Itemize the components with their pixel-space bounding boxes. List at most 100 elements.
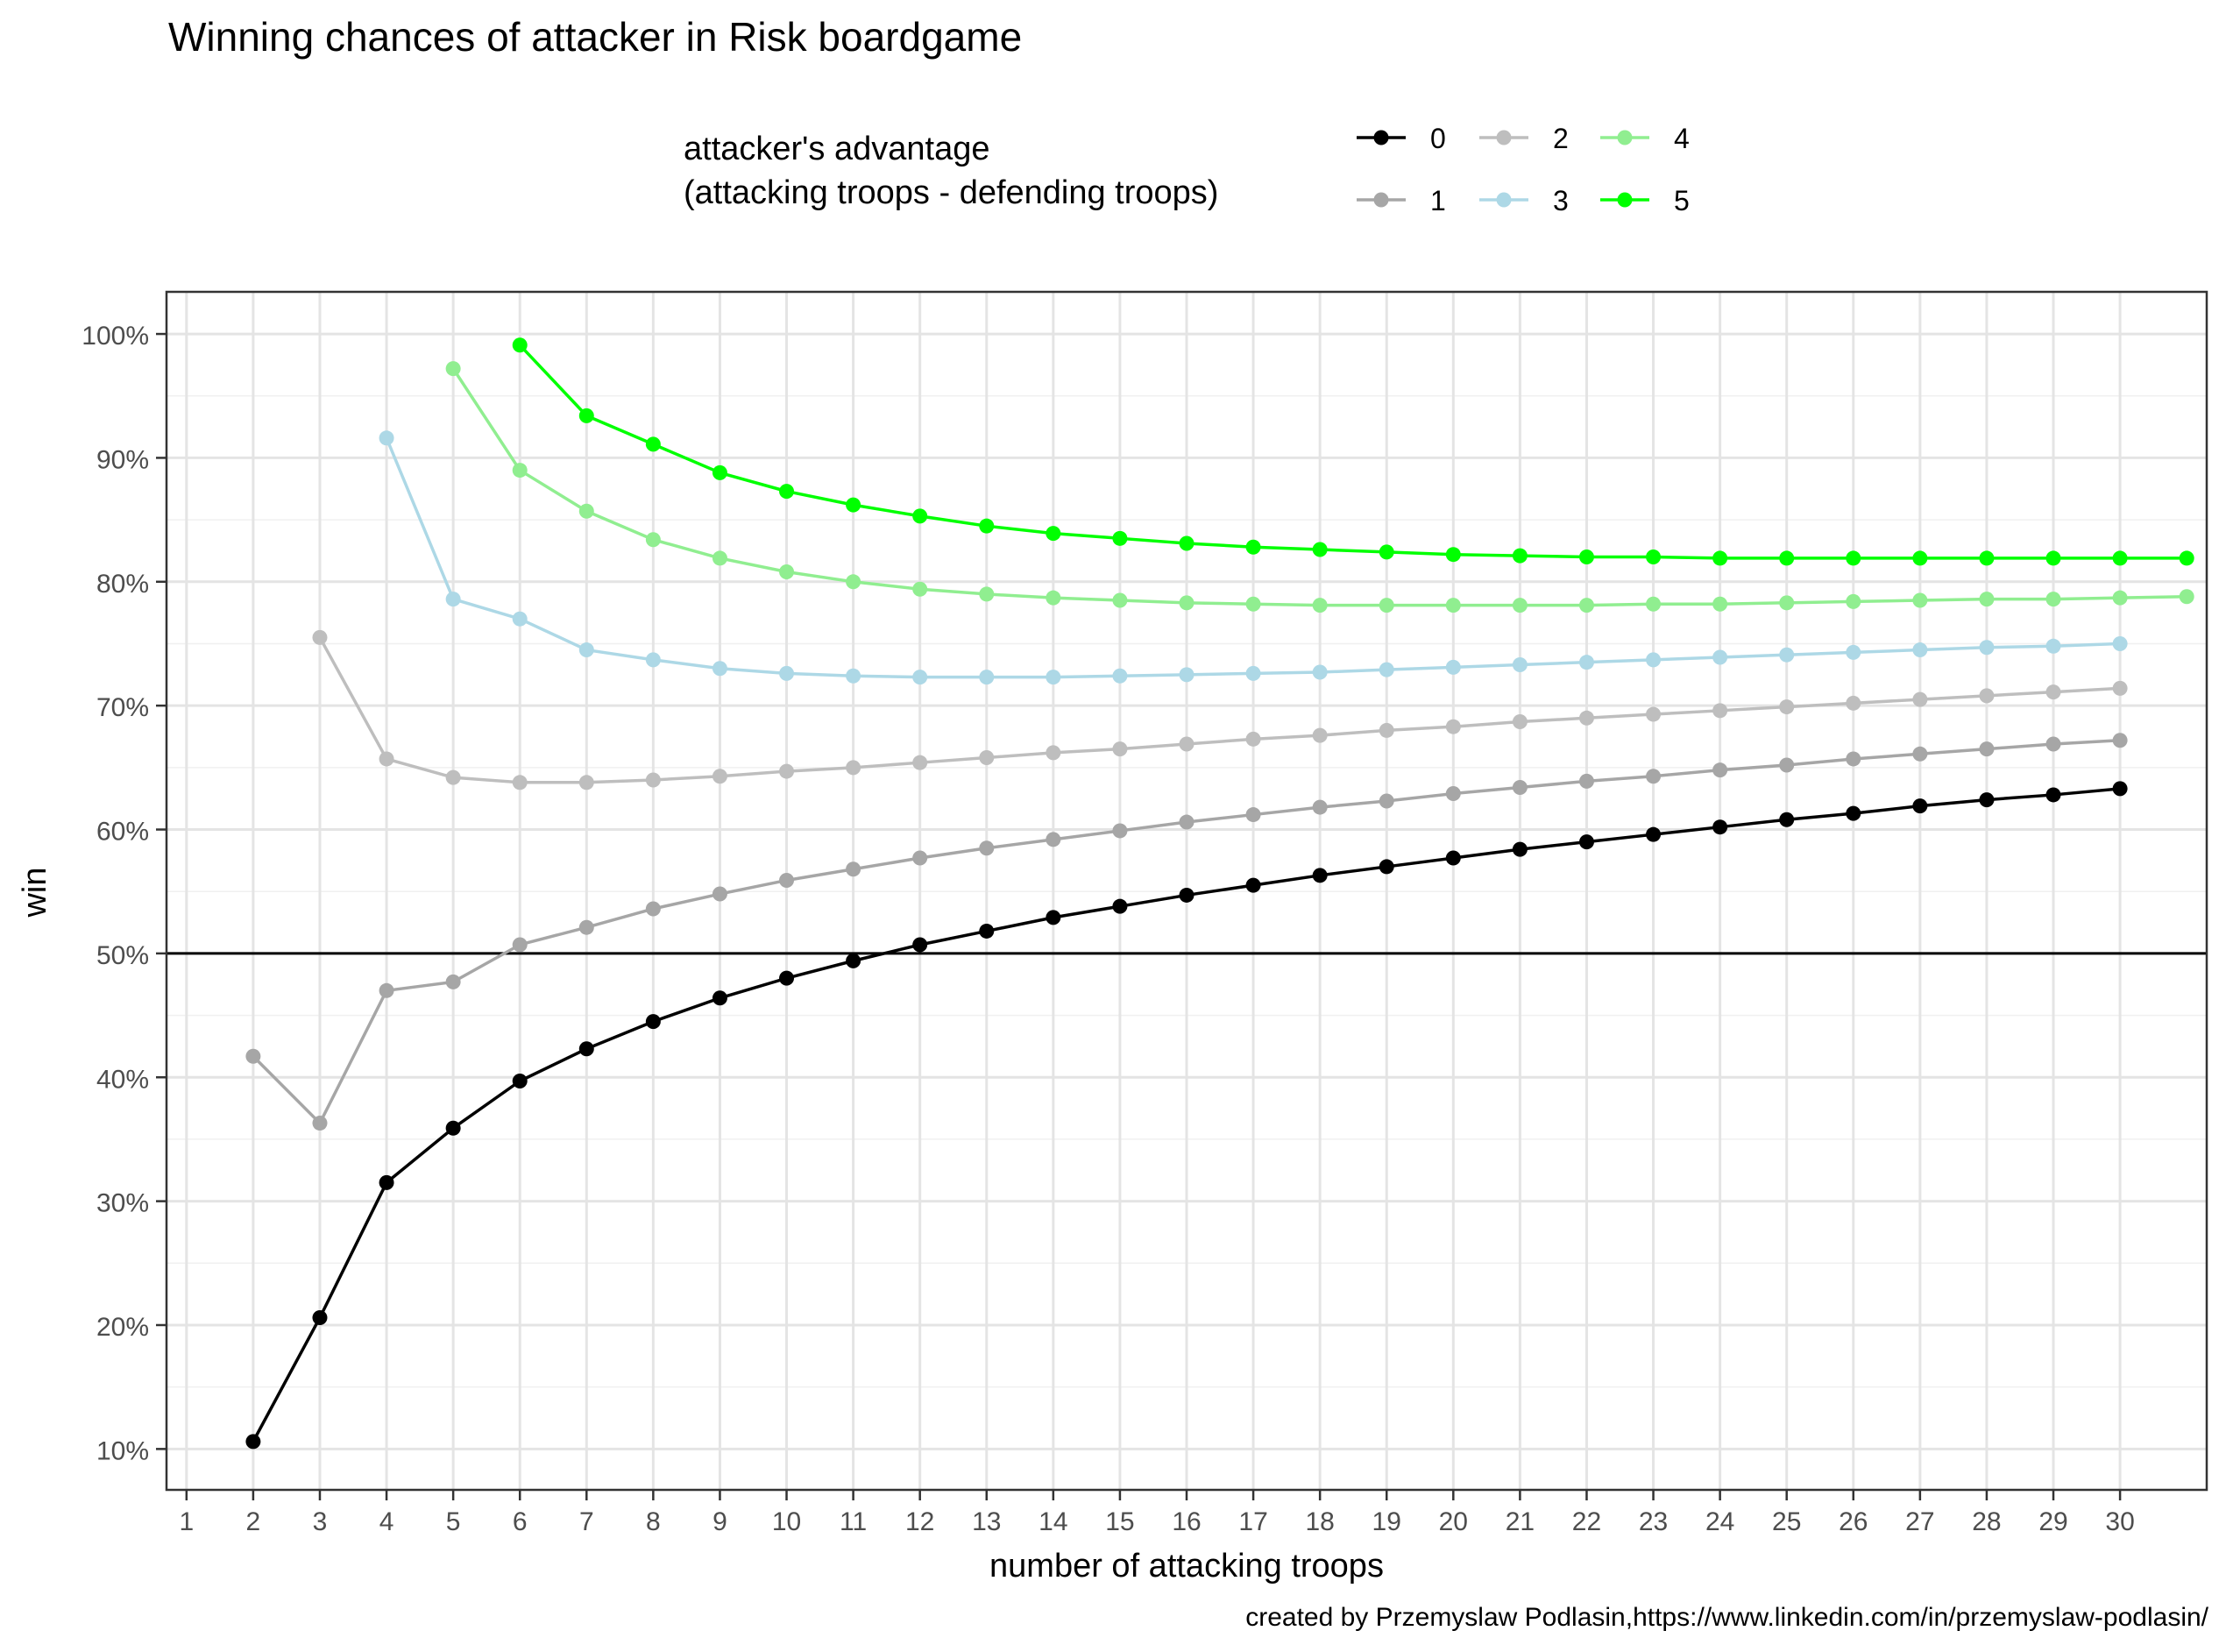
x-tick-label: 11 <box>840 1507 867 1536</box>
legend-key-label-2: 2 <box>1553 123 1569 154</box>
data-point-series-2 <box>1512 714 1528 730</box>
data-point-series-5 <box>1112 530 1128 546</box>
y-tick-label: 80% <box>96 570 149 599</box>
caption: created by Przemyslaw Podlasin,https://w… <box>1245 1603 2208 1632</box>
data-point-series-3 <box>1445 659 1461 675</box>
data-point-series-0 <box>578 1041 594 1057</box>
data-point-series-0 <box>912 937 928 953</box>
data-point-series-4 <box>1646 596 1662 612</box>
series-line-2 <box>318 636 2121 784</box>
x-tick-label: 6 <box>513 1507 528 1536</box>
data-point-series-0 <box>1312 868 1328 883</box>
data-point-series-3 <box>1578 655 1594 670</box>
data-point-series-3 <box>1979 640 1995 656</box>
data-point-series-5 <box>1512 548 1528 564</box>
data-point-series-0 <box>979 923 995 939</box>
data-point-series-5 <box>779 484 795 500</box>
data-point-series-4 <box>846 574 861 590</box>
data-point-series-3 <box>1046 670 1061 685</box>
data-point-series-1 <box>245 1048 261 1064</box>
data-point-series-4 <box>512 463 528 479</box>
data-point-series-3 <box>2112 635 2128 651</box>
data-point-series-1 <box>1712 762 1728 778</box>
data-point-series-3 <box>512 611 528 627</box>
x-axis-title: number of attacking troops <box>989 1548 1384 1585</box>
data-point-series-0 <box>2112 781 2128 797</box>
y-tick-label: 100% <box>82 322 149 351</box>
data-point-series-2 <box>1646 706 1662 722</box>
x-tick-label: 25 <box>1772 1507 1801 1536</box>
data-point-series-1 <box>312 1116 328 1131</box>
data-point-series-1 <box>645 901 661 917</box>
data-point-series-4 <box>779 564 795 579</box>
data-point-series-0 <box>846 953 861 968</box>
data-point-series-3 <box>379 430 394 446</box>
data-point-series-1 <box>1245 807 1261 823</box>
data-point-series-5 <box>1312 542 1328 557</box>
data-point-series-2 <box>1979 688 1995 704</box>
data-point-series-5 <box>1379 544 1394 560</box>
plot-panel: 10%20%30%40%50%60%70%80%90%100%1 2 3 4 5 6 7 8 9… <box>82 290 2208 1536</box>
legend-key-label-5: 5 <box>1674 185 1690 216</box>
x-tick-label: 3 <box>313 1507 328 1536</box>
data-point-series-2 <box>2045 684 2061 700</box>
data-point-series-1 <box>1979 741 1995 757</box>
data-point-series-5 <box>1846 550 1861 566</box>
data-point-series-0 <box>512 1073 528 1088</box>
data-point-series-0 <box>1046 910 1061 925</box>
data-point-series-5 <box>1779 550 1795 566</box>
legend-key-label-3: 3 <box>1553 185 1569 216</box>
y-tick-label: 90% <box>96 445 149 474</box>
data-point-series-1 <box>1912 746 1928 762</box>
data-point-series-0 <box>1646 826 1662 842</box>
data-point-series-0 <box>1112 898 1128 914</box>
x-tick-label: 12 <box>905 1507 934 1536</box>
x-tick-label: 4 <box>379 1507 394 1536</box>
legend-key-point-1 <box>1373 192 1389 208</box>
data-point-series-4 <box>645 532 661 548</box>
legend-key-label-0: 0 <box>1430 123 1446 154</box>
x-tick-label: 5 <box>446 1507 461 1536</box>
data-point-series-1 <box>1512 779 1528 795</box>
data-point-series-0 <box>1245 877 1261 893</box>
data-point-series-4 <box>1312 598 1328 613</box>
legend-key-point-2 <box>1496 130 1512 145</box>
data-point-series-0 <box>245 1434 261 1450</box>
data-point-series-3 <box>1912 642 1928 658</box>
data-point-series-5 <box>2112 550 2128 566</box>
data-point-series-3 <box>1712 649 1728 665</box>
data-point-series-1 <box>846 861 861 877</box>
data-point-series-2 <box>1379 722 1394 738</box>
data-point-series-0 <box>445 1120 461 1136</box>
data-point-series-5 <box>1445 547 1461 563</box>
data-point-series-4 <box>1846 593 1861 609</box>
data-point-series-3 <box>1379 662 1394 677</box>
data-point-series-1 <box>379 982 394 998</box>
x-tick-label: 9 <box>712 1507 727 1536</box>
data-point-series-5 <box>979 518 995 534</box>
data-point-series-4 <box>1245 596 1261 612</box>
legend-key-point-4 <box>1617 130 1633 145</box>
data-point-series-5 <box>1245 539 1261 555</box>
data-point-series-1 <box>979 840 995 856</box>
data-point-series-4 <box>1046 590 1061 606</box>
data-point-series-5 <box>1646 549 1662 565</box>
data-point-series-5 <box>578 408 594 423</box>
legend-key-point-3 <box>1496 192 1512 208</box>
data-point-series-4 <box>912 581 928 597</box>
data-point-series-1 <box>1846 751 1861 767</box>
data-point-series-3 <box>1312 664 1328 680</box>
data-point-series-5 <box>1046 526 1061 542</box>
x-tick-label: 26 <box>1839 1507 1868 1536</box>
data-point-series-5 <box>912 508 928 524</box>
y-tick-label: 20% <box>96 1313 149 1342</box>
data-point-series-3 <box>1779 647 1795 663</box>
data-point-series-3 <box>846 668 861 684</box>
data-point-series-1 <box>1046 832 1061 847</box>
data-point-series-3 <box>1512 657 1528 673</box>
data-point-series-2 <box>512 775 528 791</box>
data-point-series-4 <box>1912 592 1928 608</box>
y-tick-label: 50% <box>96 941 149 970</box>
data-point-series-4 <box>2045 592 2061 607</box>
x-tick-label: 1 <box>179 1507 194 1536</box>
